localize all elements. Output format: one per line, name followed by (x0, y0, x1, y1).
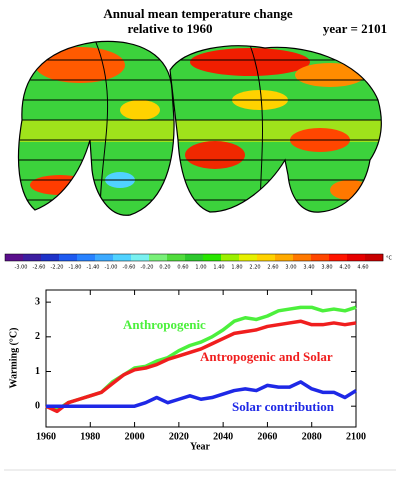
colorbar-cell (95, 254, 114, 261)
colorbar-label: 4.60 (357, 265, 368, 271)
colorbar-cell (185, 254, 204, 261)
colorbar-label: 3.40 (303, 265, 314, 271)
y-axis-label: Warming (°C) (8, 328, 19, 389)
x-tick-label: 2100 (346, 431, 366, 442)
colorbar-label: 2.20 (249, 265, 260, 271)
x-tick-label: 2080 (302, 431, 322, 442)
title: Annual mean temperature change (103, 6, 293, 21)
colorbar: -3.00 -2.60 -2.20 -1.80 -1.40 -1.00 -0.60 -0.20… (4, 253, 393, 271)
colorbar-cell (365, 254, 384, 261)
colorbar-label: -2.20 (51, 265, 64, 271)
colorbar-unit: °C (386, 256, 393, 262)
colorbar-cell (149, 254, 168, 261)
colorbar-label: -3.00 (15, 265, 28, 271)
colorbar-label: 4.20 (339, 265, 350, 271)
colorbar-cell (167, 254, 186, 261)
colorbar-label: -1.80 (69, 265, 82, 271)
colorbar-cell (203, 254, 222, 261)
colorbar-label: 2.60 (267, 265, 278, 271)
colorbar-cell (59, 254, 78, 261)
colorbar-cell (347, 254, 366, 261)
year-label: year = 2101 (323, 21, 387, 36)
colorbar-label: 1.80 (231, 265, 242, 271)
colorbar-label: 3.80 (321, 265, 332, 271)
plot-frame (45, 289, 357, 428)
colorbar-label: -0.60 (123, 265, 136, 271)
colorbar-cell (5, 254, 24, 261)
colorbar-cell (77, 254, 96, 261)
colorbar-label: 1.40 (213, 265, 224, 271)
x-tick-label: 1980 (80, 431, 100, 442)
x-tick-label: 1960 (36, 431, 56, 442)
colorbar-label: 1.00 (195, 265, 206, 271)
map (18, 41, 382, 216)
colorbar-cell (239, 254, 258, 261)
x-tick-label: 2060 (257, 431, 277, 442)
colorbar-cell (41, 254, 60, 261)
colorbar-cell (275, 254, 294, 261)
series-label: Antropogenic and Solar (200, 349, 333, 364)
colorbar-cell (311, 254, 330, 261)
colorbar-label: 0.60 (177, 265, 188, 271)
colorbar-cell (293, 254, 312, 261)
colorbar-cell (131, 254, 150, 261)
y-tick-label: 2 (35, 331, 40, 342)
y-tick-label: 0 (35, 400, 40, 411)
x-tick-label: 2040 (213, 431, 233, 442)
colorbar-cell (257, 254, 276, 261)
x-tick-label: 2000 (125, 431, 145, 442)
colorbar-label: 3.00 (285, 265, 296, 271)
colorbar-cell (113, 254, 132, 261)
colorbar-label: -1.40 (87, 265, 100, 271)
colorbar-label: -1.00 (105, 265, 118, 271)
series-label: Anthropogenic (123, 317, 206, 332)
line (45, 319, 357, 414)
x-axis-label: Year (190, 441, 211, 452)
subtitle: relative to 1960 (128, 21, 213, 36)
y-tick-label: 3 (35, 296, 40, 307)
colorbar-cell (221, 254, 240, 261)
colorbar-frame (4, 253, 384, 262)
colorbar-cell (23, 254, 42, 261)
y-tick-label: 1 (35, 366, 40, 377)
colorbar-label: -2.60 (33, 265, 46, 271)
colorbar-cell (329, 254, 348, 261)
colorbar-label: -0.20 (141, 265, 154, 271)
line (46, 380, 357, 408)
x-tick-label: 2020 (169, 431, 189, 442)
colorbar-label: 0.20 (159, 265, 170, 271)
series-label: Solar contribution (232, 399, 335, 414)
